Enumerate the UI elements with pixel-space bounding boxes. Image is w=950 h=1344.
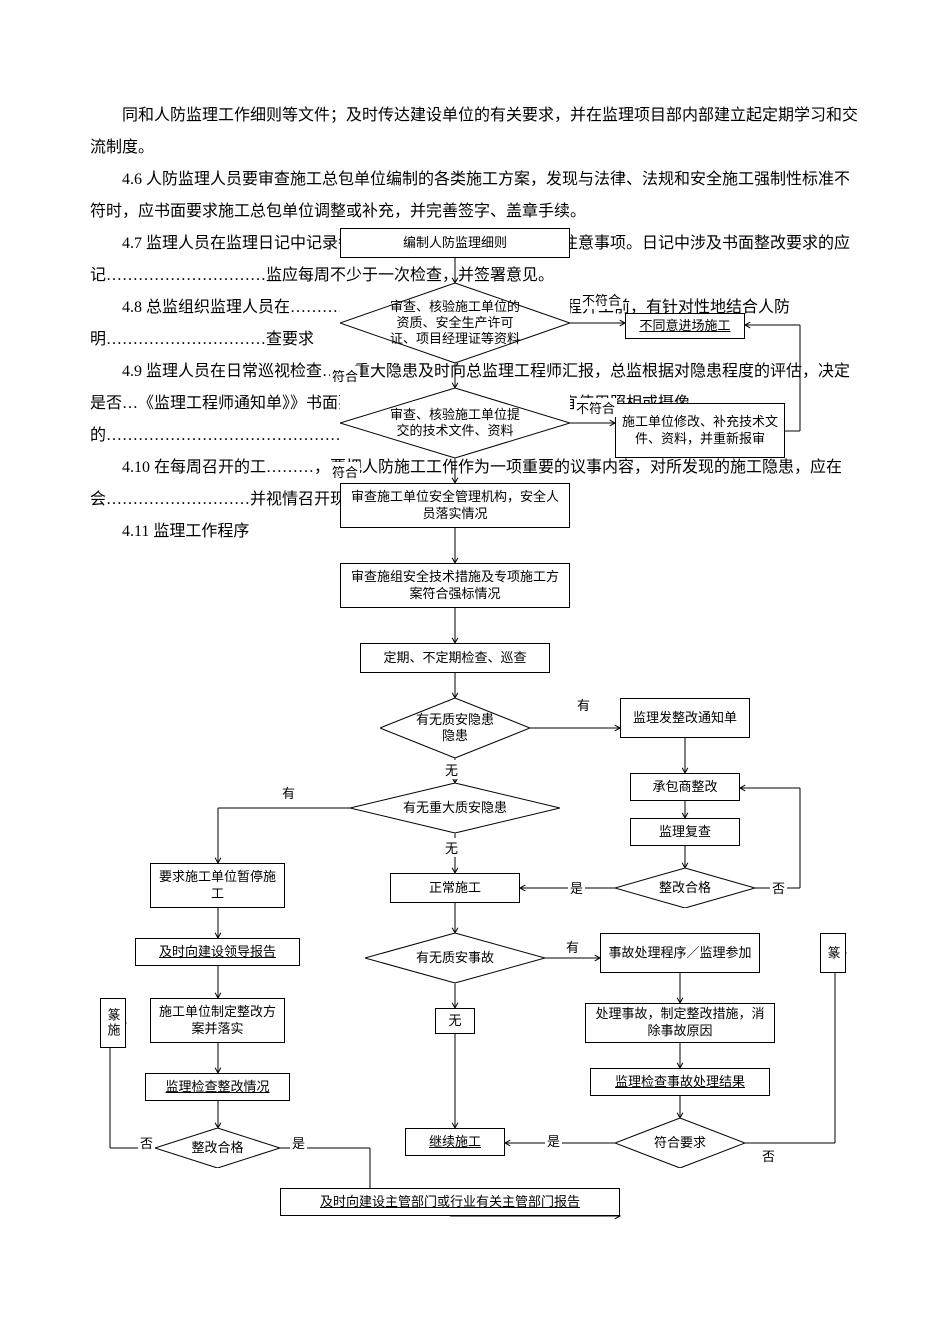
edgelabel-l_hasacc: 有 (564, 937, 581, 956)
node-n_org: 审查施工单位安全管理机构，安全人员落实情况 (340, 483, 570, 528)
node-n_acchandle: 处理事故，制定整改措施，消除事故原因 (585, 1003, 775, 1043)
node-n_hazard: 有无质安隐患隐患 (380, 698, 530, 758)
edgelabel-l_yes2: 是 (545, 1131, 562, 1150)
node-n_accident: 有无质安事故 (365, 933, 545, 983)
flowchart: 编制人防监理细则审查、核验施工单位的资质、安全生产许可证、项目经理证等资料 不同意… (90, 228, 860, 1308)
node-n_measure: 审查施组安全技术措施及专项施工方案符合强标情况 (340, 563, 570, 608)
node-n_revise: 施工单位修改、补充技术文件、资料，并重新报审 (615, 403, 785, 458)
edgelabel-l_none2: 无 (443, 838, 460, 857)
node-n_notice: 监理发整改通知单 (620, 698, 750, 738)
edgelabel-l_hasmaj: 有 (280, 783, 297, 802)
para-1: 同和人防监理工作细则等文件；及时传达建设单位的有关要求，并在监理项目部内部建立起… (90, 100, 860, 164)
edgelabel-l_no3: 否 (138, 1133, 155, 1152)
node-n_no: 无 (435, 1008, 475, 1034)
edgelabel-l_yes3: 是 (290, 1133, 307, 1152)
node-n_vright: 篆 (820, 933, 846, 973)
edgelabel-l_fail2: 不符合 (574, 398, 617, 417)
node-n_accresult: 监理检查事故处理结果 (590, 1068, 770, 1096)
node-n_inspect: 定期、不定期检查、巡查 (360, 643, 550, 673)
node-n_noentry: 不同意进场施工 (625, 313, 745, 339)
edgelabel-l_fail1: 不符合 (580, 290, 623, 309)
node-n_contractor: 承包商整改 (630, 773, 740, 801)
node-n_rectok: 整改合格 (615, 868, 755, 908)
node-n_ok2: 整改合格 (155, 1128, 280, 1168)
edgelabel-l_pass1: 符合 (330, 366, 360, 385)
edgelabel-l_no1: 否 (770, 878, 787, 897)
node-n_qual: 审查、核验施工单位的资质、安全生产许可证、项目经理证等资料 (340, 283, 570, 363)
node-n_reportdept: 及时向建设主管部门或行业有关主管部门报告 (280, 1188, 620, 1216)
node-n_recheck: 监理复查 (630, 818, 740, 846)
node-n_continue: 继续施工 (405, 1128, 505, 1156)
node-n_start: 编制人防监理细则 (340, 228, 570, 258)
node-n_accproc: 事故处理程序／监理参加 (600, 933, 760, 973)
node-n_normal: 正常施工 (390, 873, 520, 903)
node-n_chk: 监理检查整改情况 (145, 1073, 290, 1101)
node-n_major: 有无重大质安隐患 (350, 783, 560, 833)
edgelabel-l_no2: 否 (760, 1146, 777, 1165)
node-n_report: 及时向建设领导报告 (135, 938, 300, 966)
edgelabel-l_has: 有 (575, 695, 592, 714)
node-n_vleft: 篆施 (100, 998, 126, 1048)
edgelabel-l_none1: 无 (443, 760, 460, 779)
node-n_suspend: 要求施工单位暂停施工 (150, 863, 285, 908)
node-n_plan: 施工单位制定整改方案并落实 (150, 998, 285, 1043)
node-n_meetreq: 符合要求 (615, 1118, 745, 1168)
edgelabel-l_yes1: 是 (568, 878, 585, 897)
edgelabel-l_pass2: 符合 (330, 462, 360, 481)
node-n_docs: 审查、核验施工单位提交的技术文件、资料 (340, 388, 570, 458)
para-2: 4.6 人防监理人员要审查施工总包单位编制的各类施工方案，发现与法律、法规和安全… (90, 164, 860, 228)
